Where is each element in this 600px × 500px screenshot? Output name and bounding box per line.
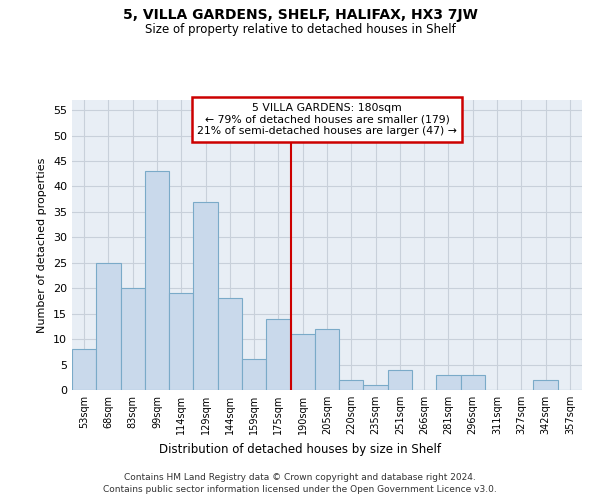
Bar (388, 370, 412, 390)
Bar (315, 329, 339, 390)
Bar (121, 288, 145, 390)
Text: Contains public sector information licensed under the Open Government Licence v3: Contains public sector information licen… (103, 485, 497, 494)
Bar (242, 360, 266, 390)
Bar (218, 298, 242, 390)
Bar (364, 385, 388, 390)
Text: Size of property relative to detached houses in Shelf: Size of property relative to detached ho… (145, 22, 455, 36)
Text: Distribution of detached houses by size in Shelf: Distribution of detached houses by size … (159, 442, 441, 456)
Bar (436, 374, 461, 390)
Bar (339, 380, 364, 390)
Bar (266, 319, 290, 390)
Bar (169, 294, 193, 390)
Bar (96, 263, 121, 390)
Text: Contains HM Land Registry data © Crown copyright and database right 2024.: Contains HM Land Registry data © Crown c… (124, 472, 476, 482)
Text: 5 VILLA GARDENS: 180sqm
← 79% of detached houses are smaller (179)
21% of semi-d: 5 VILLA GARDENS: 180sqm ← 79% of detache… (197, 103, 457, 136)
Bar (72, 350, 96, 390)
Text: 5, VILLA GARDENS, SHELF, HALIFAX, HX3 7JW: 5, VILLA GARDENS, SHELF, HALIFAX, HX3 7J… (122, 8, 478, 22)
Bar (193, 202, 218, 390)
Bar (461, 374, 485, 390)
Bar (145, 171, 169, 390)
Y-axis label: Number of detached properties: Number of detached properties (37, 158, 47, 332)
Bar (533, 380, 558, 390)
Bar (290, 334, 315, 390)
